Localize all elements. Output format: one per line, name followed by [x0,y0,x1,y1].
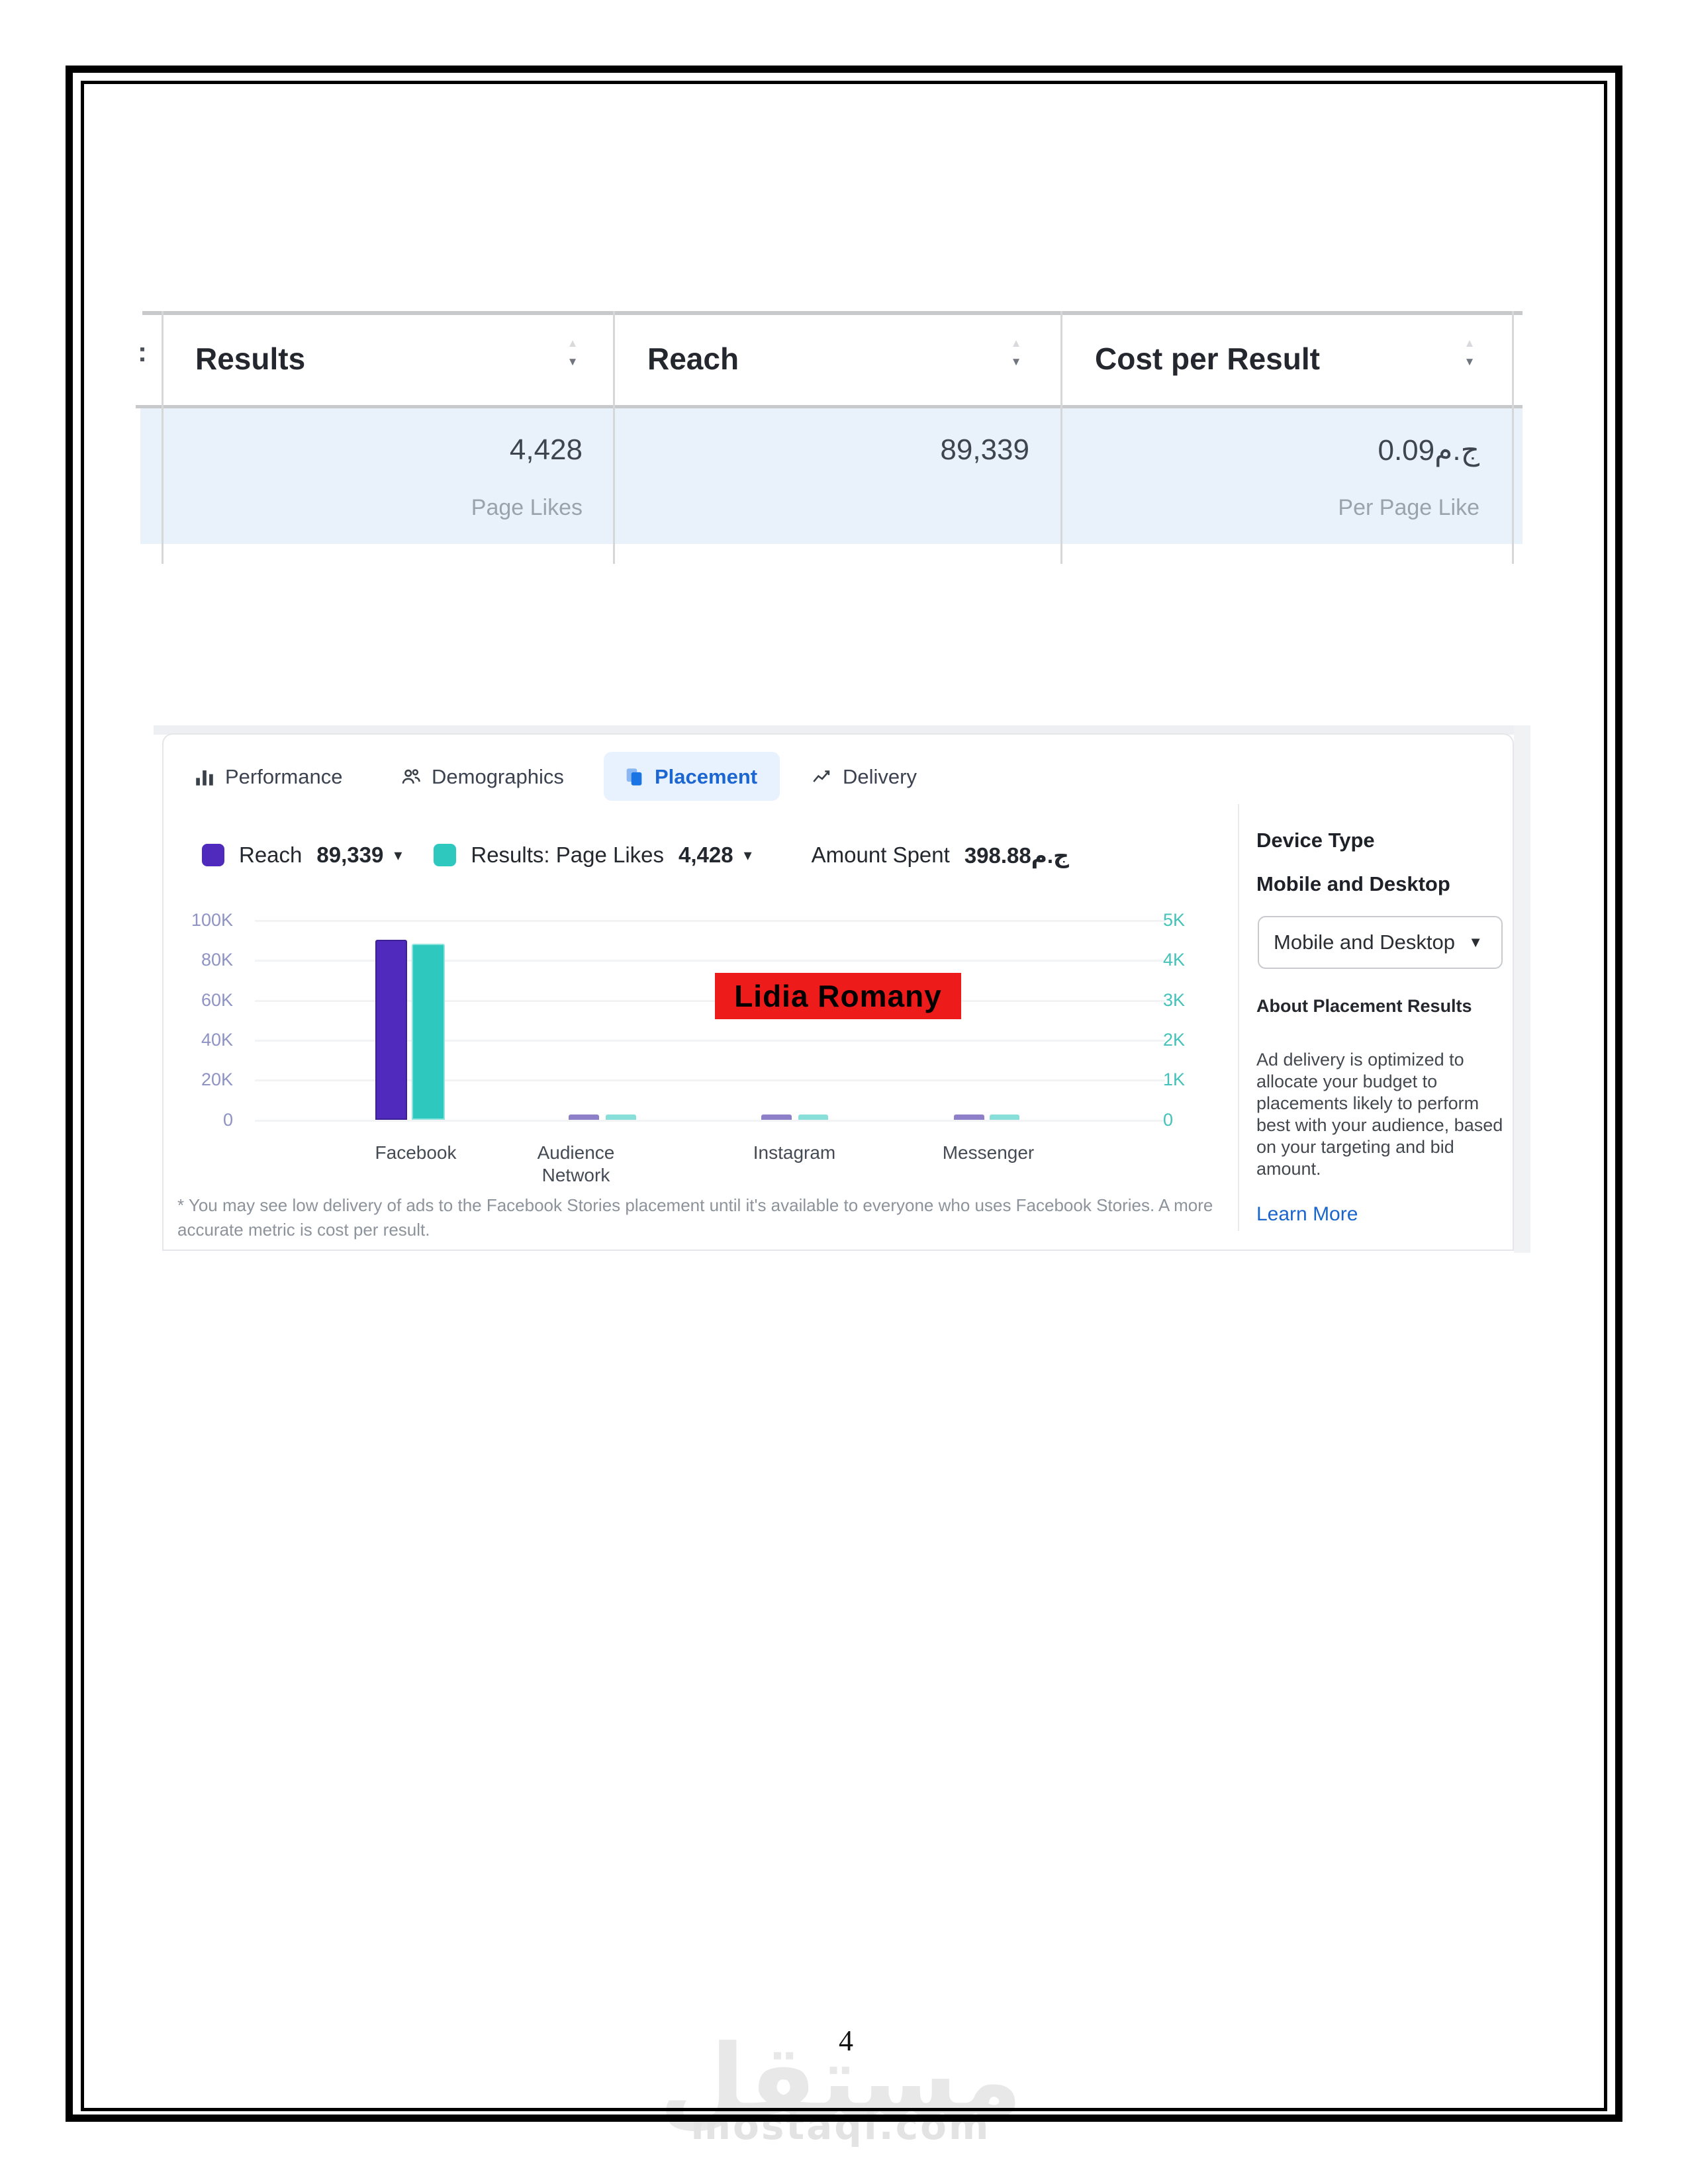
about-placement-title: About Placement Results [1256,996,1472,1016]
learn-more-link[interactable]: Learn More [1256,1203,1358,1225]
right-axis-tick: 0 [1163,1110,1174,1130]
right-axis-tick: 3K [1163,990,1186,1010]
tab-label: Delivery [843,765,917,788]
bar-messenger-reach[interactable] [954,1115,984,1120]
category-label-audience-network: Audience Network [537,1142,615,1185]
left-axis-tick: 100K [191,910,233,930]
screenshot-top-band [154,725,1530,735]
trend-arrow-icon [811,766,833,788]
bar-chart-icon [193,766,216,788]
tab-label: Demographics [432,765,564,788]
sort-icon[interactable]: ▲ ▼ [1003,334,1029,371]
left-axis-tick: 0 [222,1110,233,1130]
people-icon [400,766,422,788]
bar-messenger-results[interactable] [990,1115,1019,1120]
chevron-down-icon[interactable]: ▾ [743,846,752,864]
bar-facebook-reach[interactable] [375,940,407,1120]
category-label-instagram: Instagram [753,1142,836,1163]
chevron-down-icon: ▼ [1468,934,1483,950]
highlighted-name-label: Lidia Romany [715,973,961,1019]
left-axis-tick: 60K [201,990,233,1010]
tab-performance[interactable]: Performance [193,762,342,792]
right-axis-tick: 1K [1163,1069,1186,1089]
right-axis-tick: 2K [1163,1030,1186,1050]
left-axis-tick: 40K [201,1030,233,1050]
bar-facebook-results[interactable] [412,944,445,1120]
category-label-messenger: Messenger [942,1142,1035,1163]
right-axis-tick: 4K [1163,950,1186,970]
column-header-results[interactable]: Results [195,341,306,376]
results-subtext: Page Likes [471,495,583,520]
tab-demographics[interactable]: Demographics [400,762,564,792]
chart-legend: Reach 89,339 ▾ Results: Page Likes 4,428… [202,842,1069,868]
page-number: 4 [839,2025,853,2057]
amount-spent-value: 398.88ج.م [964,842,1069,868]
cost-subtext: Per Page Like [1338,495,1479,520]
table-row[interactable] [140,408,1523,544]
bar-instagram-results[interactable] [798,1115,828,1120]
device-type-title: Device Type [1256,829,1375,852]
footnote-line1: * You may see low delivery of ads to the… [177,1195,1213,1215]
table-column-border [162,311,164,564]
legend-label: Reach [239,842,303,867]
table-column-border [613,311,615,564]
bar-instagram-reach[interactable] [761,1115,792,1120]
device-type-dropdown[interactable]: Mobile and Desktop ▼ [1258,916,1503,969]
legend-value: 89,339 [316,842,384,867]
sort-icon[interactable]: ▲ ▼ [559,334,586,371]
tab-label: Placement [655,765,758,788]
about-placement-text: Ad delivery is optimized to allocate you… [1256,1050,1503,1179]
gridline [255,920,1165,922]
tab-placement[interactable]: Placement [623,762,757,792]
footnote-line2: accurate metric is cost per result. [177,1220,430,1240]
gridline [255,1079,1165,1081]
left-axis-tick: 20K [201,1069,233,1089]
legend-label: Results: Page Likes [471,842,665,867]
results-legend-swatch [434,844,457,866]
sort-up-icon: ▲ [567,337,579,349]
placement-icon [623,766,645,788]
screenshot-right-band [1514,725,1530,1253]
reach-legend-swatch [202,844,224,866]
tab-delivery[interactable]: Delivery [811,762,917,792]
reach-value: 89,339 [940,433,1029,466]
cost-value: 0.09ج.م [1378,434,1479,467]
page-border-inner [81,81,1607,2111]
gridline [255,1120,1165,1122]
sort-down-icon: ▼ [1464,355,1476,368]
gridline [255,960,1165,962]
table-partial-left-cell: : [138,336,147,367]
page-border-outer [66,66,1622,2122]
right-axis-tick: 5K [1163,910,1186,930]
bar-audience-network-results[interactable] [606,1115,636,1120]
table-header-divider [136,405,1523,408]
sort-up-icon: ▲ [1010,337,1022,349]
left-axis-tick: 80K [201,950,233,970]
results-value: 4,428 [509,433,583,466]
gridline [255,1040,1165,1042]
panel-divider [1238,804,1239,1231]
category-label-facebook: Facebook [375,1142,457,1163]
device-type-subtitle: Mobile and Desktop [1256,872,1450,895]
tab-label: Performance [225,765,343,788]
legend-value: 4,428 [679,842,733,867]
table-column-border [1512,311,1514,564]
table-column-border [1060,311,1062,564]
gridline [255,1000,1165,1002]
sort-icon[interactable]: ▲ ▼ [1456,334,1483,371]
sort-up-icon: ▲ [1464,337,1476,349]
amount-spent-label: Amount Spent [811,842,950,867]
table-top-border [142,311,1523,315]
bar-audience-network-reach[interactable] [569,1115,599,1120]
dropdown-value: Mobile and Desktop [1274,931,1455,954]
sort-down-icon: ▼ [567,355,579,368]
column-header-reach[interactable]: Reach [647,341,739,376]
sort-down-icon: ▼ [1010,355,1022,368]
chevron-down-icon[interactable]: ▾ [394,846,402,864]
column-header-cost-per-result[interactable]: Cost per Result [1095,341,1320,376]
